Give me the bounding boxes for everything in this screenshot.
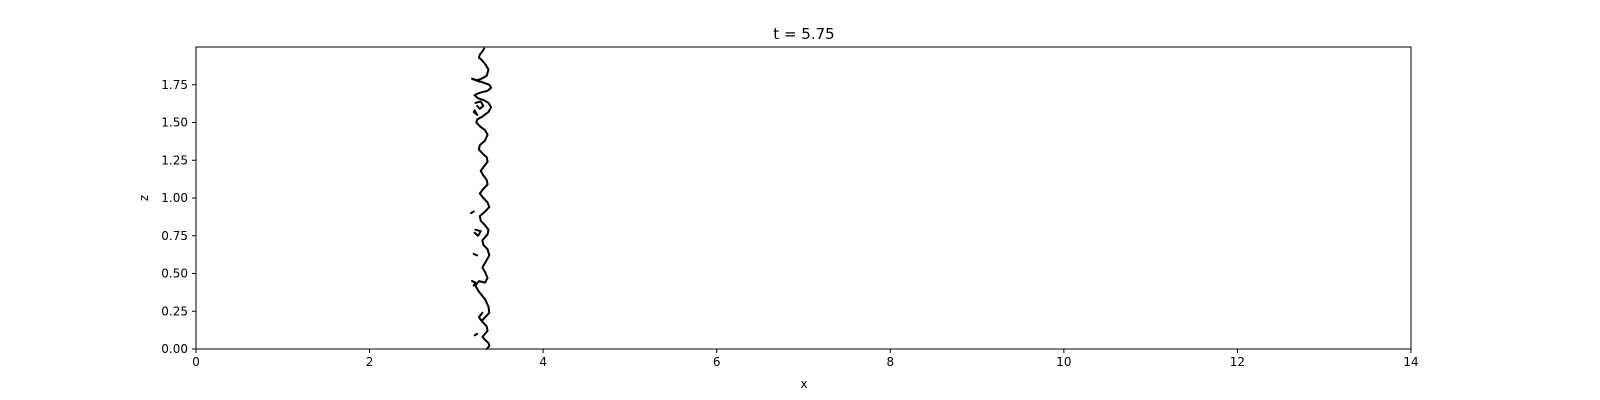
x-axis-ticks: 0 2 4 6 8 10 12 14 [192, 349, 1419, 369]
plot-lines [470, 47, 493, 350]
chart-title: t = 5.75 [773, 25, 834, 43]
series-line [473, 47, 493, 322]
x-tick-label: 8 [886, 355, 894, 369]
x-tick-label: 6 [713, 355, 721, 369]
y-tick-label: 1.25 [161, 153, 188, 167]
series-line [473, 228, 482, 237]
series-line [472, 252, 479, 257]
series-line [472, 109, 479, 116]
y-tick-label: 0.75 [161, 229, 188, 243]
y-tick-label: 1.00 [161, 191, 188, 205]
y-axis-ticks: 0.00 0.25 0.50 0.75 1.00 1.25 1.50 1.75 [161, 78, 196, 356]
y-tick-label: 1.50 [161, 116, 188, 130]
x-tick-label: 10 [1056, 355, 1071, 369]
series-line [474, 100, 485, 110]
x-tick-label: 0 [192, 355, 200, 369]
x-tick-label: 2 [366, 355, 374, 369]
series-line [471, 280, 477, 287]
x-tick-label: 12 [1230, 355, 1245, 369]
y-tick-label: 0.25 [161, 304, 188, 318]
x-axis-label: x [800, 377, 807, 391]
y-axis-label: z [137, 195, 151, 201]
plot-frame [195, 46, 1412, 350]
x-tick-label: 14 [1403, 355, 1418, 369]
series-line [473, 332, 479, 337]
series-line [470, 210, 475, 215]
y-tick-label: 0.00 [161, 342, 188, 356]
series-line [471, 77, 481, 83]
y-tick-label: 1.75 [161, 78, 188, 92]
y-tick-label: 0.50 [161, 267, 188, 281]
series-line [477, 311, 491, 350]
x-tick-label: 4 [539, 355, 547, 369]
